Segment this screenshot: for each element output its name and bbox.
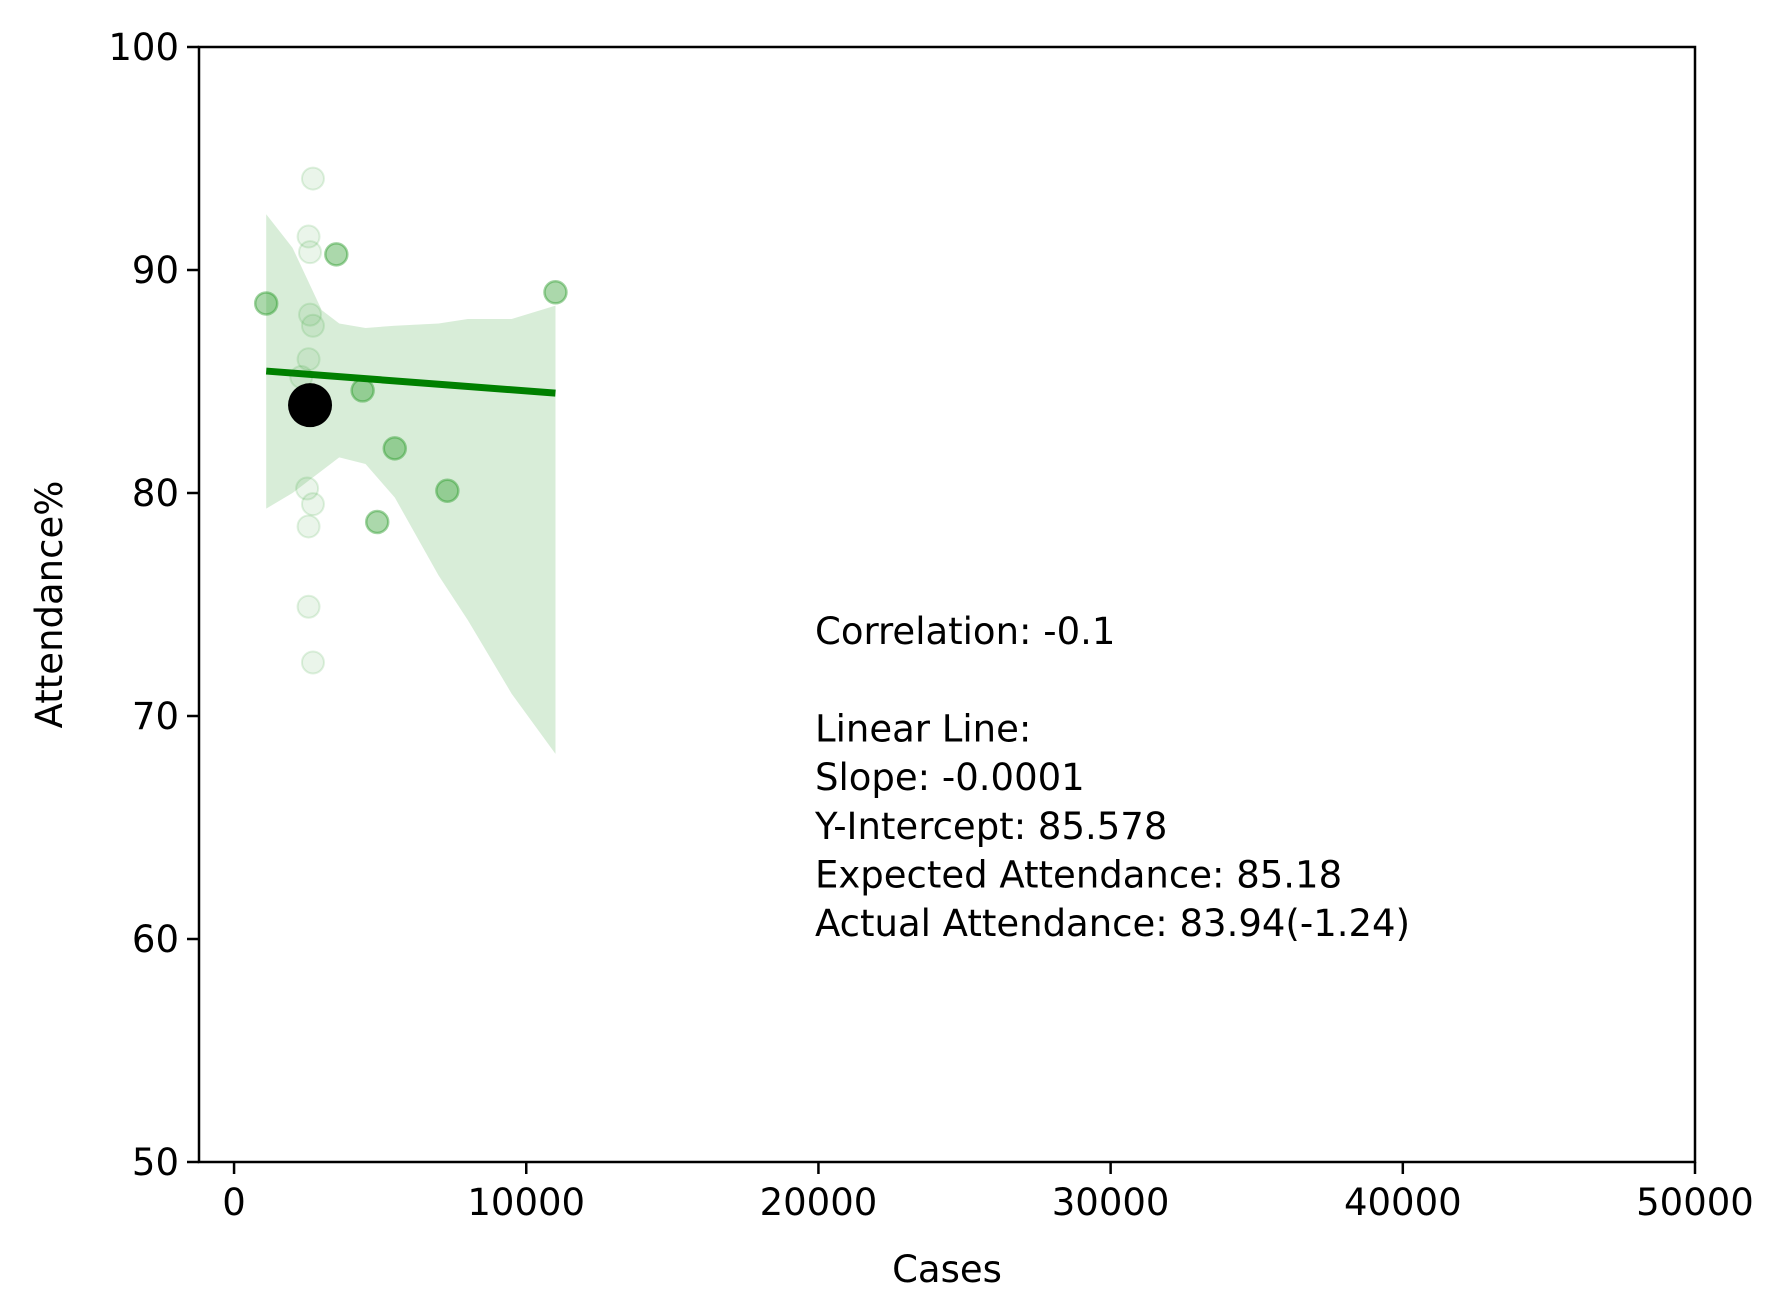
confidence-band-layer bbox=[266, 214, 556, 754]
confidence-band bbox=[266, 214, 556, 754]
plot-border bbox=[197, 45, 1697, 1164]
data-point bbox=[543, 280, 568, 305]
faint-data-point bbox=[296, 514, 321, 539]
y-tick-label: 80 bbox=[132, 472, 179, 515]
highlight-layer bbox=[288, 383, 333, 428]
plot-frame bbox=[197, 45, 1697, 1164]
x-axis: 0 10000 20000 30000 40000 50000 bbox=[222, 1162, 1754, 1224]
regression-line bbox=[265, 367, 556, 397]
fit-line-layer bbox=[265, 367, 556, 397]
x-tick-label: 0 bbox=[222, 1181, 246, 1224]
annotation-line: Linear Line: bbox=[815, 707, 1031, 750]
data-point bbox=[435, 478, 460, 504]
data-point bbox=[324, 242, 349, 267]
data-point bbox=[382, 436, 408, 461]
faint-points-layer bbox=[289, 166, 325, 675]
y-axis-label: Attendance% bbox=[28, 481, 71, 729]
points-layer bbox=[253, 242, 568, 535]
data-point bbox=[253, 291, 279, 316]
faint-data-point bbox=[298, 240, 323, 265]
annotation-line: Slope: -0.0001 bbox=[815, 756, 1085, 799]
annotation-line: Y-Intercept: 85.578 bbox=[814, 805, 1167, 848]
annotation-text: Correlation: -0.1 Linear Line: Slope: -0.0… bbox=[814, 610, 1410, 945]
annotation-line: Correlation: -0.1 bbox=[815, 610, 1115, 653]
x-axis-label: Cases bbox=[892, 1248, 1002, 1291]
faint-data-point bbox=[296, 594, 321, 619]
y-tick-label: 60 bbox=[132, 918, 179, 961]
faint-data-point bbox=[296, 224, 321, 249]
faint-data-point bbox=[296, 347, 321, 372]
x-tick-label: 20000 bbox=[760, 1181, 878, 1224]
annotation-line: Expected Attendance: 85.18 bbox=[815, 854, 1342, 897]
y-tick-label: 90 bbox=[132, 249, 179, 292]
x-tick-label: 10000 bbox=[467, 1181, 585, 1224]
faint-data-point bbox=[300, 492, 325, 517]
y-tick-label: 50 bbox=[132, 1141, 179, 1184]
faint-data-point bbox=[300, 650, 325, 675]
y-tick-label: 70 bbox=[132, 695, 179, 738]
data-point bbox=[364, 509, 390, 535]
x-tick-label: 30000 bbox=[1052, 1181, 1170, 1224]
x-tick-label: 40000 bbox=[1344, 1181, 1462, 1224]
data-point bbox=[350, 378, 375, 403]
faint-data-point bbox=[298, 302, 323, 327]
x-tick-label: 50000 bbox=[1636, 1181, 1754, 1224]
faint-data-point bbox=[300, 313, 325, 338]
y-axis: 50 60 70 80 90 100 bbox=[108, 26, 199, 1184]
faint-data-point bbox=[300, 166, 325, 191]
faint-data-point bbox=[295, 476, 320, 501]
highlight-point bbox=[288, 383, 333, 428]
y-tick-label: 100 bbox=[108, 26, 179, 69]
annotation-line: Actual Attendance: 83.94(-1.24) bbox=[815, 902, 1410, 945]
